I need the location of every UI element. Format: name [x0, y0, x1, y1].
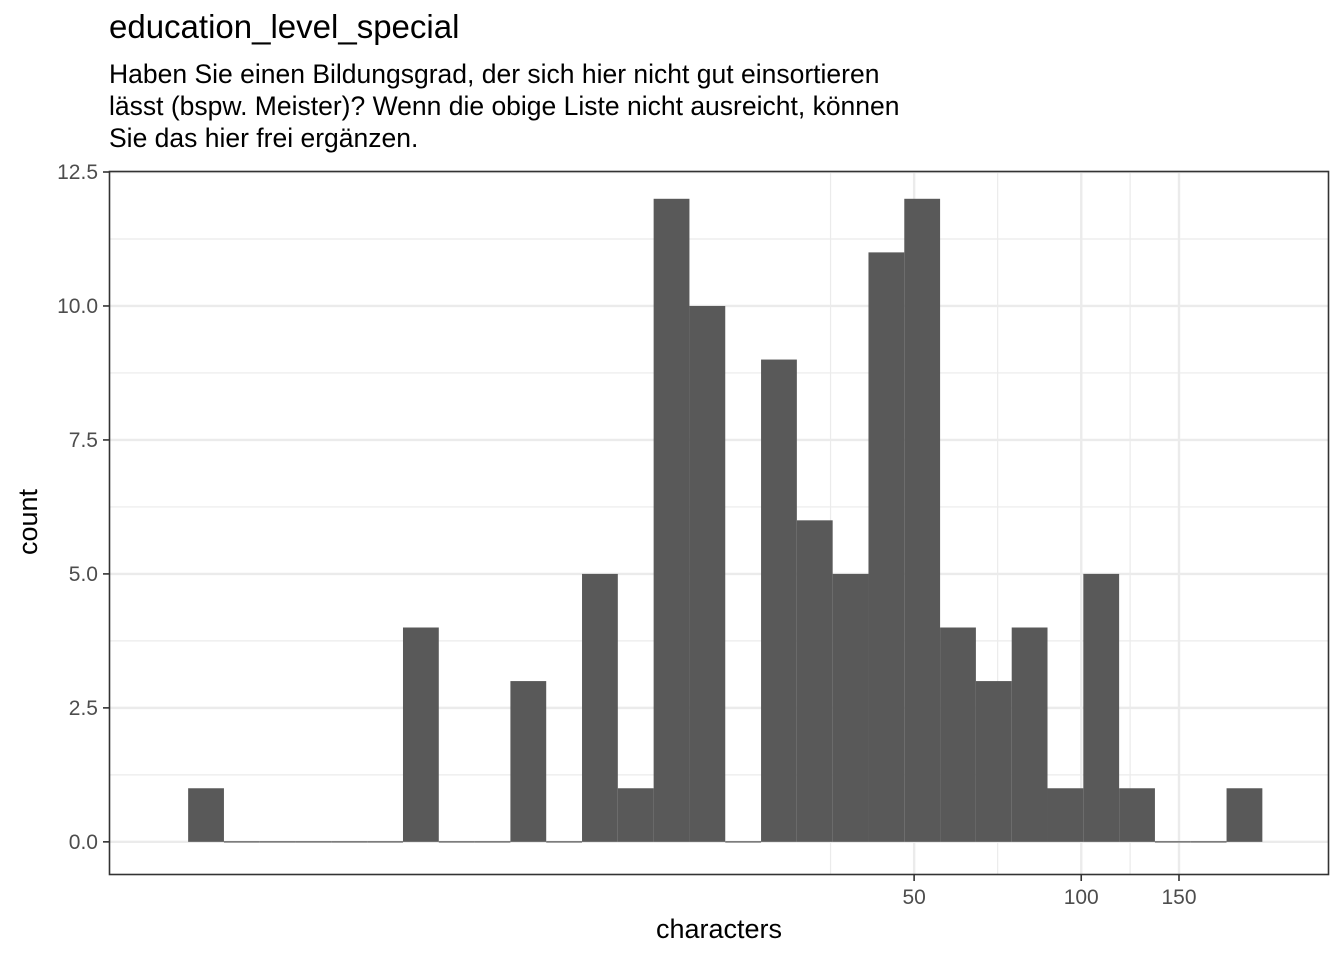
histogram-bar	[868, 252, 905, 842]
subtitle-line: Sie das hier frei ergänzen.	[109, 123, 419, 153]
histogram-bar	[582, 573, 618, 842]
x-tick-label: 150	[1161, 886, 1196, 909]
y-tick-label: 2.5	[69, 697, 98, 720]
histogram-bar	[975, 681, 1012, 842]
histogram-bar	[796, 520, 833, 842]
histogram-bar	[510, 681, 547, 842]
y-axis: 0.0 2.5 5.0 7.5 10.0 12.5	[57, 161, 110, 854]
x-tick-label: 50	[902, 886, 925, 909]
y-tick-label: 7.5	[69, 429, 98, 452]
y-axis-title: count	[13, 488, 43, 555]
histogram-bar	[653, 198, 690, 842]
histogram-bar	[904, 198, 941, 842]
x-axis: 50 100 150	[902, 874, 1197, 909]
histogram-bar	[1047, 788, 1084, 842]
subtitle-line: Haben Sie einen Bildungsgrad, der sich h…	[109, 59, 880, 89]
histogram-bar	[1083, 573, 1120, 842]
histogram-bar	[617, 788, 654, 842]
plot-panel-border	[108, 170, 1330, 876]
y-tick-label: 10.0	[57, 295, 98, 318]
histogram-bar	[1119, 788, 1155, 842]
histogram-bar	[940, 627, 976, 842]
bars	[188, 198, 1263, 843]
x-axis-title: characters	[656, 914, 782, 944]
x-tick-label: 100	[1064, 886, 1099, 909]
subtitle-line: lässt (bspw. Meister)? Wenn die obige Li…	[109, 91, 900, 121]
histogram-bar	[188, 788, 224, 842]
chart-subtitle: Haben Sie einen Bildungsgrad, der sich h…	[109, 58, 900, 154]
y-tick-label: 12.5	[57, 161, 98, 184]
histogram-bar	[832, 573, 869, 842]
histogram-bar	[689, 305, 726, 842]
chart-title: education_level_special	[109, 8, 460, 45]
histogram-bar	[1226, 788, 1263, 842]
y-tick-label: 5.0	[69, 563, 98, 586]
y-tick-label: 0.0	[69, 831, 98, 854]
histogram-bar	[761, 359, 797, 842]
histogram-bar	[402, 627, 439, 842]
histogram-bar	[1011, 627, 1048, 842]
